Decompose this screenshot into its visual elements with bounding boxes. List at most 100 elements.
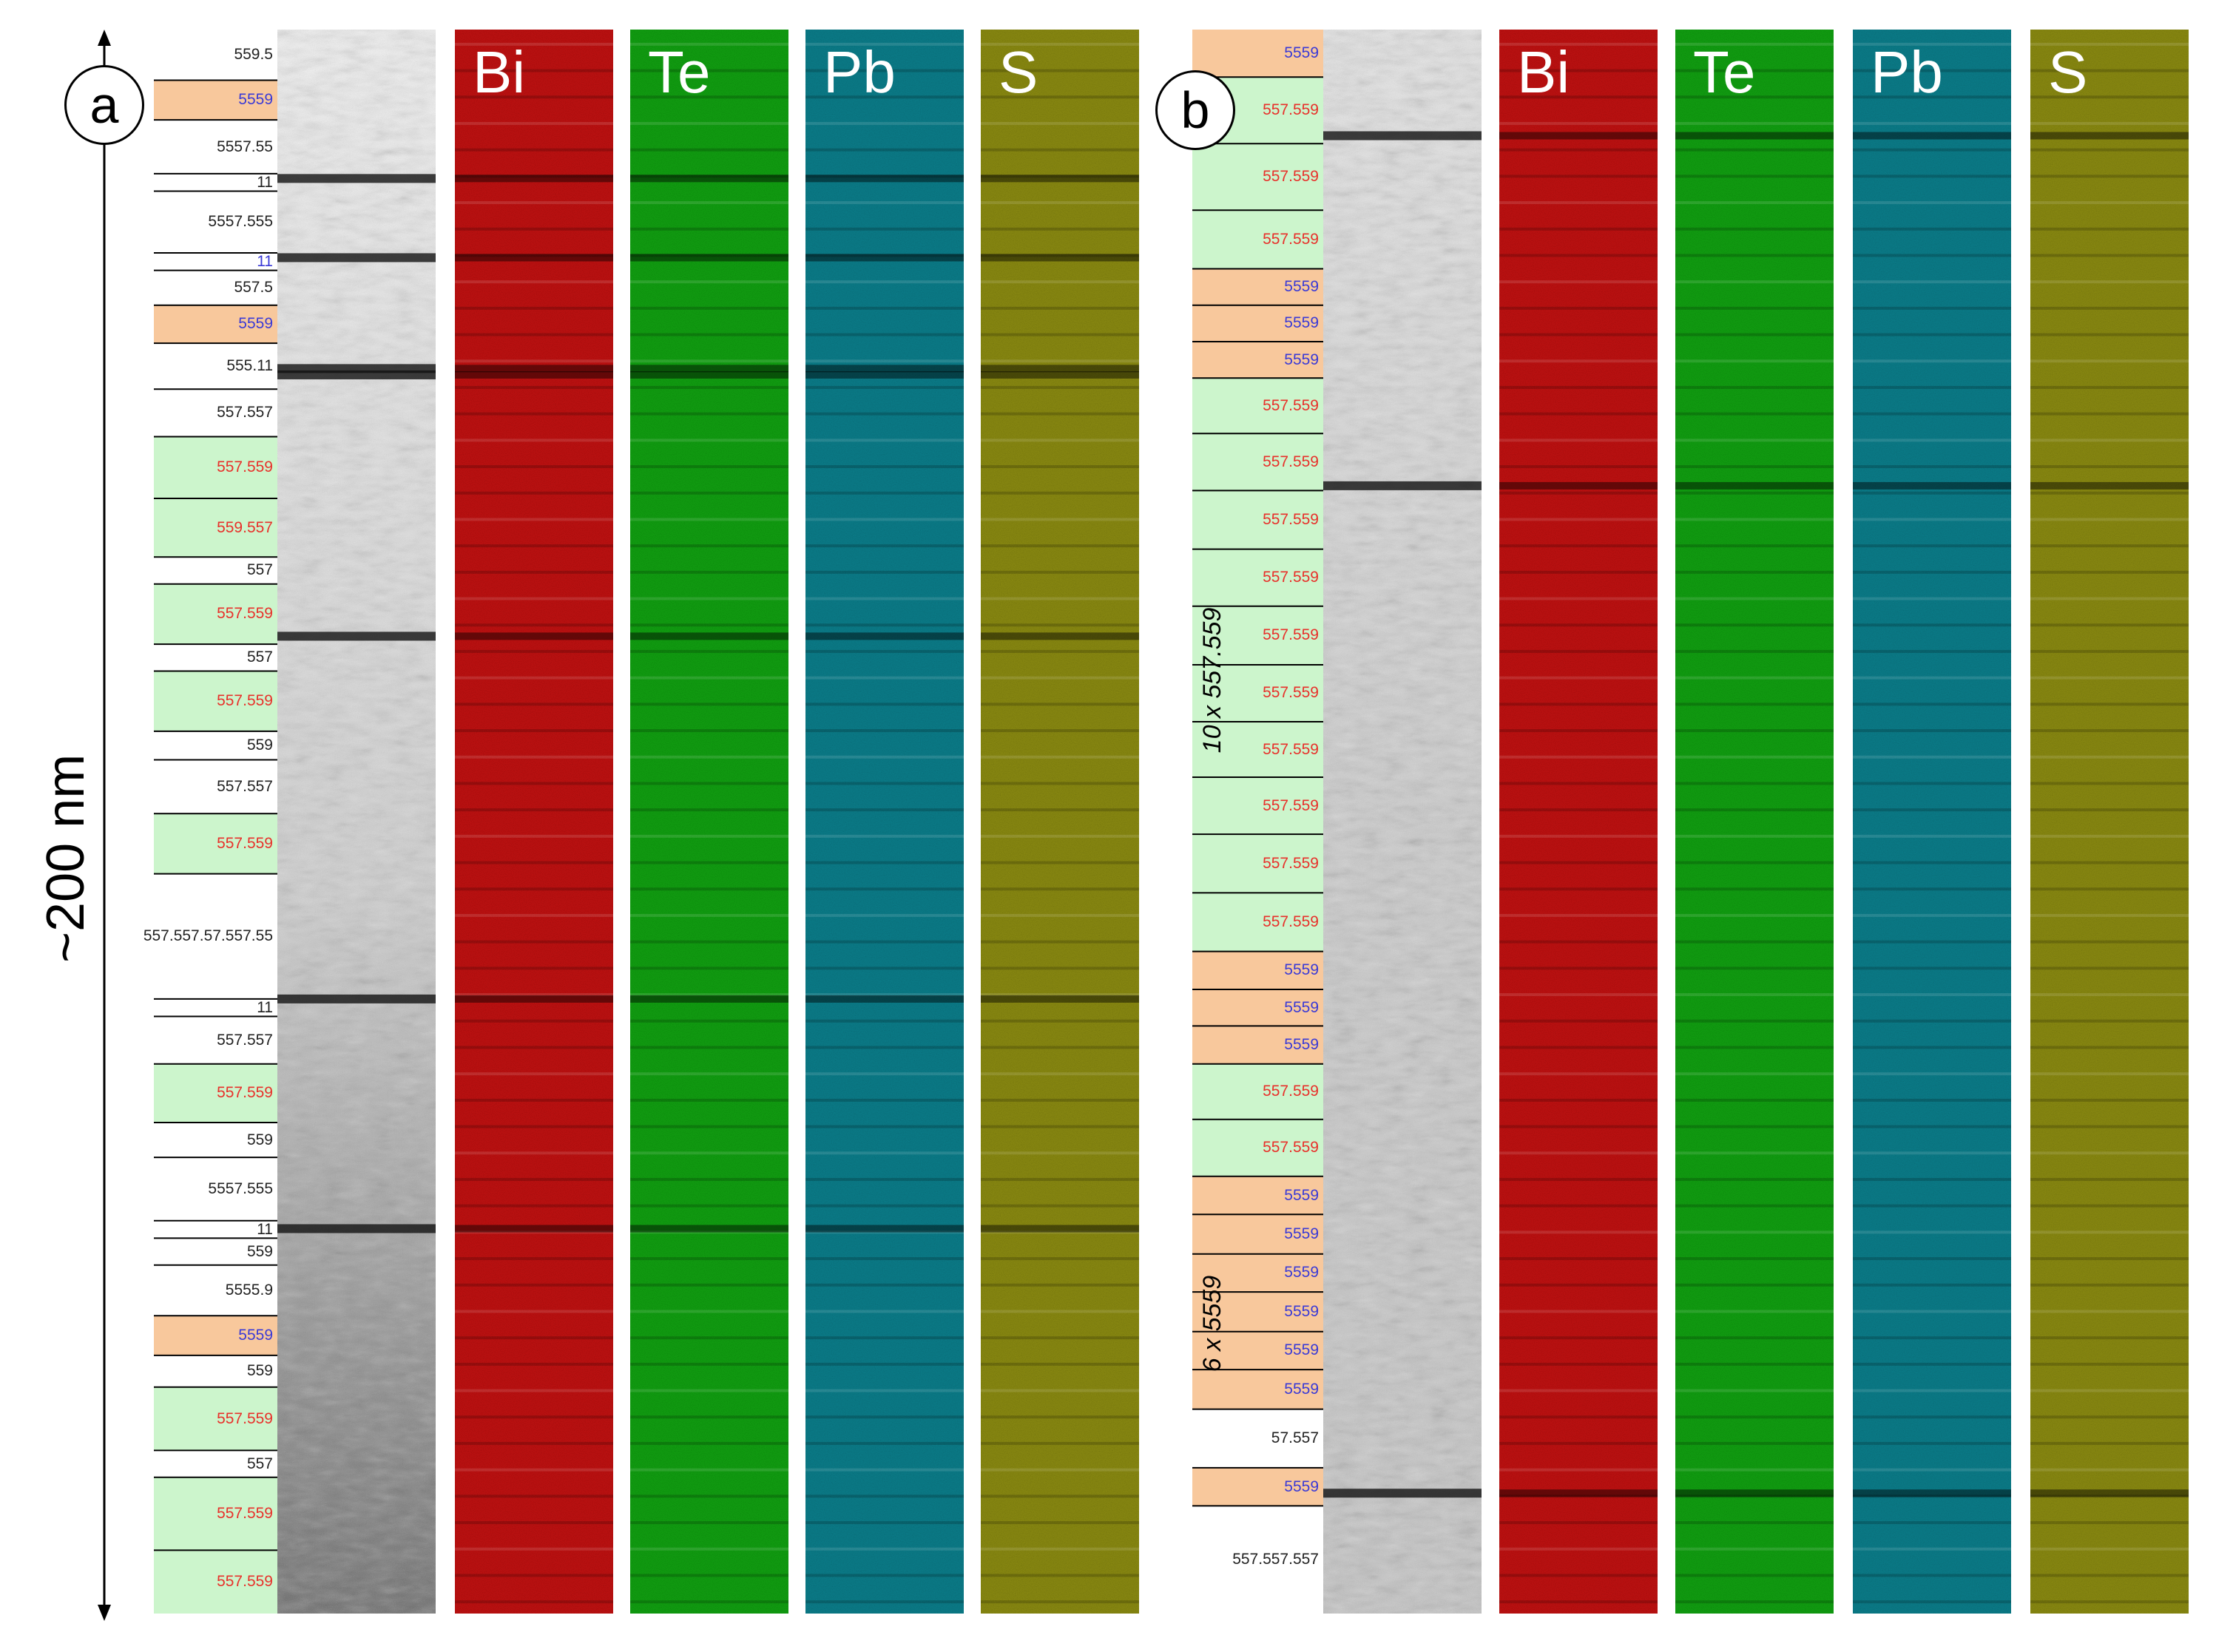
- panel_a-segment-bg-1: [154, 80, 277, 121]
- panel_b-dark-band: [1323, 131, 1482, 141]
- panel-a-segment-label: 5559: [238, 1327, 273, 1344]
- panel-a-haadf-image: [277, 30, 436, 1614]
- panel-b-segment-label: 5559: [1284, 1264, 1319, 1282]
- panel_a-dark-band: [277, 1224, 436, 1233]
- panel-a-segment-label: 5559: [238, 315, 273, 333]
- panel-a-map-title-bi: Bi: [473, 39, 526, 105]
- panel-b-segment-label: 5559: [1284, 1341, 1319, 1359]
- panel-a-segment-label: 557.557: [217, 404, 273, 422]
- panel-b-segment-label: 5559: [1284, 351, 1319, 368]
- panel-b-map-bi: [1499, 30, 1658, 1614]
- panel_b-segment-bg-27: [1192, 1370, 1323, 1409]
- panel-b-segment-label: 57.557: [1271, 1429, 1319, 1447]
- panel-a-map-title-te: Te: [648, 39, 711, 105]
- panel-b-segment-label: 557.559: [1263, 626, 1319, 644]
- panel-b-segment-label: 557.559: [1263, 396, 1319, 414]
- panel-a-badge: a: [64, 65, 144, 145]
- panel_a-dark-band: [277, 994, 436, 1003]
- panel-a-segment-label: 559: [246, 1362, 273, 1380]
- panel_b-segment-bg-20: [1192, 1063, 1323, 1120]
- panel-a-segment-label: 557: [246, 649, 273, 666]
- panel-a-segment-label: 11: [257, 998, 273, 1016]
- panel-a-segment-label: 5557.555: [208, 1179, 273, 1197]
- panel-b-segment-label: 5559: [1284, 1477, 1319, 1495]
- panel-a-segment-label: 557.559: [217, 834, 273, 852]
- panel-b-map-pb: [1853, 30, 2011, 1614]
- panel-a-map-s: [981, 30, 1139, 1614]
- panel-a-segment-label: 557.557: [217, 777, 273, 795]
- panel-b-map-te: [1675, 30, 1834, 1614]
- panel-b-haadf-image: [1323, 30, 1482, 1614]
- panel_b-segment-bg-16: [1192, 893, 1323, 952]
- panel-a-segment-label: 5557.55: [217, 138, 273, 155]
- panel-a-segment-label: 5557.555: [208, 213, 273, 231]
- panel_b-segment-bg-7: [1192, 378, 1323, 434]
- scale-label: ~200 nm: [36, 754, 95, 963]
- panel_b-segment-bg-8: [1192, 433, 1323, 491]
- panel-a-segment-label: 557.559: [217, 1409, 273, 1427]
- panel_b-segment-bg-17: [1192, 951, 1323, 990]
- panel-a-segment-label: 557.559: [217, 692, 273, 710]
- panel_b-segment-bg-26: [1192, 1331, 1323, 1370]
- panel-a-segment-label: 5555.9: [225, 1282, 273, 1299]
- panel-a-segment-label: 557.559: [217, 1505, 273, 1523]
- panel-b-segment-label: 557.559: [1263, 453, 1319, 470]
- panel_a-dark-band: [277, 253, 436, 263]
- panel-a-segment-label: 559: [246, 1242, 273, 1260]
- panel-a-strip: [154, 79, 277, 1614]
- panel-a-segment-label: 559: [246, 737, 273, 754]
- group-label-557-559: 10 x 557.559: [1198, 607, 1226, 754]
- panel-a-segment-label: 557.5: [234, 279, 273, 297]
- panel_b-segment-bg-11: [1192, 606, 1323, 665]
- panel_a-segment-bg-11: [154, 498, 277, 558]
- panel-a-segment-label: 559: [246, 1131, 273, 1148]
- panel-b-segment-label: 5559: [1284, 1225, 1319, 1242]
- panel_b-segment-bg-21: [1192, 1119, 1323, 1177]
- panel-b-segment-label: 557.559: [1263, 913, 1319, 931]
- panel-a-map-title-pb: Pb: [823, 39, 896, 105]
- panel-b-segment-label: 5559: [1284, 1380, 1319, 1398]
- panel_b-segment-bg-29: [1192, 1467, 1323, 1506]
- panel-a-map-bi: [455, 30, 613, 1614]
- panel-b-map-title-te: Te: [1693, 39, 1756, 105]
- panel_a-segment-bg-18: [154, 813, 277, 874]
- panel-a-segment-label: 11: [257, 1220, 273, 1238]
- panel-a-segment-label: 557.557: [217, 1031, 273, 1049]
- panel-a-segment-label: 557: [246, 1455, 273, 1472]
- panel-a-segment-label: 557: [246, 561, 273, 579]
- panel-b-segment-label: 5559: [1284, 1186, 1319, 1204]
- panel-b-segment-label: 5559: [1284, 278, 1319, 296]
- panel_b-segment-bg-9: [1192, 490, 1323, 549]
- panel_a-segment-bg-10: [154, 436, 277, 499]
- panel_a-segment-bg-7: [154, 305, 277, 344]
- panel-b-map-title-bi: Bi: [1517, 39, 1570, 105]
- panel-b-segment-label: 557.559: [1263, 854, 1319, 872]
- panel_b-segment-bg-24: [1192, 1253, 1323, 1293]
- panel-b-map-title-s: S: [2048, 39, 2088, 105]
- panel-b-segment-label: 5559: [1284, 998, 1319, 1016]
- panel_b-segment-bg-14: [1192, 777, 1323, 835]
- panel_b-segment-bg-22: [1192, 1176, 1323, 1215]
- panel_a-dark-band: [277, 174, 436, 183]
- panel-a-segment-label: 557.559: [217, 1084, 273, 1102]
- panel-b-segment-label: 557.559: [1263, 740, 1319, 758]
- panel-b-segment-label: 5559: [1284, 1302, 1319, 1320]
- panel_b-segment-bg-3: [1192, 210, 1323, 269]
- panel_b-segment-bg-25: [1192, 1292, 1323, 1332]
- panel-b-badge: b: [1155, 70, 1235, 150]
- panel_a-segment-bg-13: [154, 583, 277, 645]
- panel-b-segment-label: 557.559: [1263, 101, 1319, 119]
- panel-b-segment-label: 557.559: [1263, 1083, 1319, 1100]
- panel-a-segment-label: 557.559: [217, 1573, 273, 1591]
- scale-arrow: [98, 30, 111, 1621]
- panel-a-segment-label: 11: [257, 252, 273, 270]
- panel-b-map-s: [2030, 30, 2189, 1614]
- panel_a-segment-bg-32: [154, 1477, 277, 1551]
- panel-b-segment-label: 557.559: [1263, 510, 1319, 528]
- panel-a-segment-label: 559.557: [217, 518, 273, 536]
- panel_b-segment-bg-10: [1192, 549, 1323, 606]
- panel_a-segment-bg-33: [154, 1550, 277, 1614]
- panel-a-map-te: [630, 30, 788, 1614]
- panel-a-map-title-s: S: [999, 39, 1038, 105]
- panel_a-segment-bg-22: [154, 1063, 277, 1123]
